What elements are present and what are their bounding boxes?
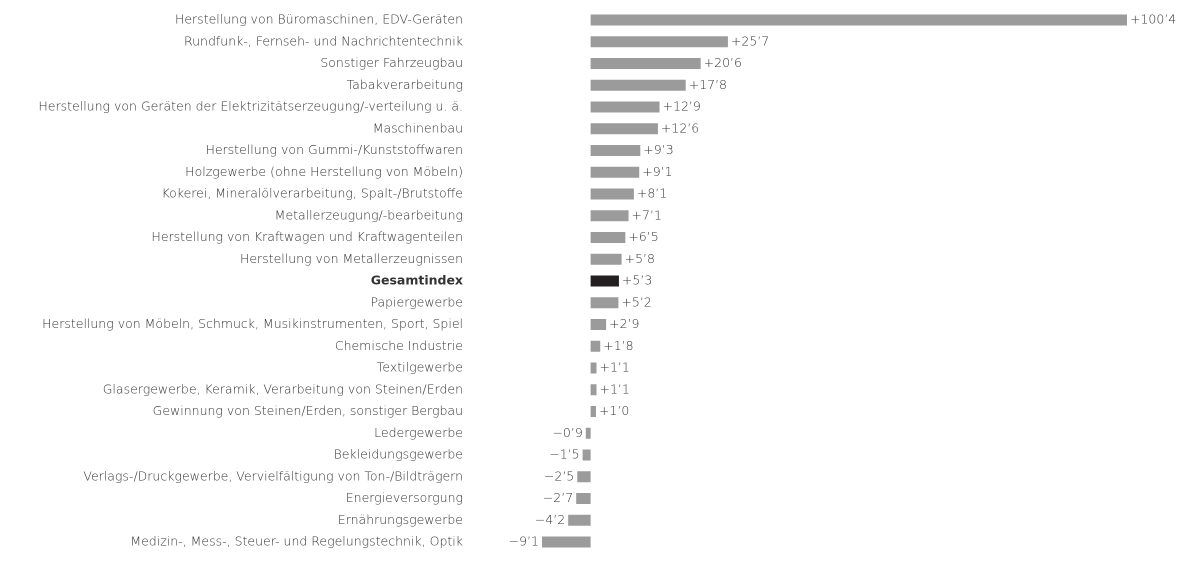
value-label: +100’4	[1130, 12, 1176, 27]
bar	[590, 232, 626, 243]
bar	[542, 536, 591, 548]
value-label: +8’1	[637, 186, 667, 201]
value-label: +12’6	[661, 120, 699, 135]
bar	[590, 14, 1127, 26]
value-label: +5’3	[622, 273, 652, 288]
category-label: Herstellung von Gummi-/Kunststoffwaren	[205, 142, 463, 157]
bar	[590, 101, 660, 113]
category-label: Bekleidungsgewerbe	[334, 447, 463, 462]
category-label: Holzgewerbe (ohne Herstellung von Möbeln…	[185, 164, 463, 179]
category-label: Papiergewerbe	[370, 294, 463, 309]
bar	[590, 188, 634, 200]
value-label: +5’8	[625, 251, 655, 266]
bar	[576, 493, 591, 504]
value-label: +7’1	[632, 207, 662, 222]
bar	[582, 449, 591, 461]
bar	[590, 79, 686, 91]
category-label: Medizin-, Mess-, Steuer- und Regelungste…	[130, 534, 463, 549]
category-label: Kokerei, Mineralölverarbeitung, Spalt-/B…	[162, 186, 463, 201]
bar	[585, 427, 591, 439]
category-label: Chemische Industrie	[335, 338, 463, 353]
category-label: Metallerzeugung/-bearbeitung	[275, 207, 463, 222]
category-label: Herstellung von Möbeln, Schmuck, Musikin…	[42, 316, 463, 331]
bar	[590, 145, 641, 156]
bar	[590, 58, 701, 69]
value-label: +17’8	[689, 77, 727, 92]
bar	[590, 319, 607, 330]
value-label: +1’1	[599, 381, 629, 396]
bar	[590, 275, 619, 287]
value-label: +6’5	[628, 229, 658, 244]
category-label: Ernährungsgewerbe	[338, 512, 463, 527]
category-label: Herstellung von Kraftwagen und Kraftwage…	[151, 229, 463, 244]
value-label: −1’5	[549, 447, 579, 462]
bar	[590, 297, 619, 309]
value-label: +20’6	[704, 55, 742, 70]
category-label: Ledergewerbe	[374, 425, 463, 440]
value-label: +5’2	[621, 294, 651, 309]
value-label: +1’0	[599, 403, 629, 418]
category-label: Gewinnung von Steinen/Erden, sonstiger B…	[153, 403, 463, 418]
category-label: Maschinenbau	[373, 120, 463, 135]
category-label: Herstellung von Geräten der Elektrizität…	[38, 99, 463, 114]
category-label: Glasergewerbe, Keramik, Verarbeitung von…	[103, 381, 463, 396]
bar	[590, 123, 658, 135]
value-label: −9’1	[509, 534, 539, 549]
bar	[590, 406, 596, 417]
value-label: −0’9	[552, 425, 582, 440]
bar	[590, 362, 597, 374]
category-label: Gesamtindex	[371, 273, 463, 288]
bar	[590, 36, 728, 48]
category-label: Herstellung von Büromaschinen, EDV-Gerät…	[175, 12, 463, 27]
category-label: Herstellung von Metallerzeugnissen	[240, 251, 463, 266]
value-label: +9’3	[643, 142, 673, 157]
bar	[590, 210, 629, 222]
bar	[568, 514, 591, 526]
bar	[577, 471, 591, 483]
bar	[590, 166, 640, 178]
category-label: Energieversorgung	[346, 490, 463, 505]
value-label: +25’7	[731, 33, 769, 48]
value-label: −2’7	[543, 490, 573, 505]
category-label: Verlags-/Druckgewerbe, Vervielfältigung …	[83, 468, 463, 483]
value-label: −2’5	[544, 468, 574, 483]
category-label: Textilgewerbe	[377, 360, 463, 375]
value-label: +9’1	[642, 164, 672, 179]
bar	[590, 340, 601, 352]
bar	[590, 384, 597, 396]
value-label: −4’2	[535, 512, 565, 527]
category-label: Tabakverarbeitung	[347, 77, 463, 92]
category-label: Rundfunk-, Fernseh- und Nachrichtentechn…	[184, 33, 463, 48]
value-label: +2’9	[609, 316, 639, 331]
value-label: +1’8	[603, 338, 633, 353]
category-label: Sonstiger Fahrzeugbau	[320, 55, 463, 70]
value-label: +12’9	[663, 99, 701, 114]
bar	[590, 253, 622, 265]
value-label: +1’1	[599, 360, 629, 375]
